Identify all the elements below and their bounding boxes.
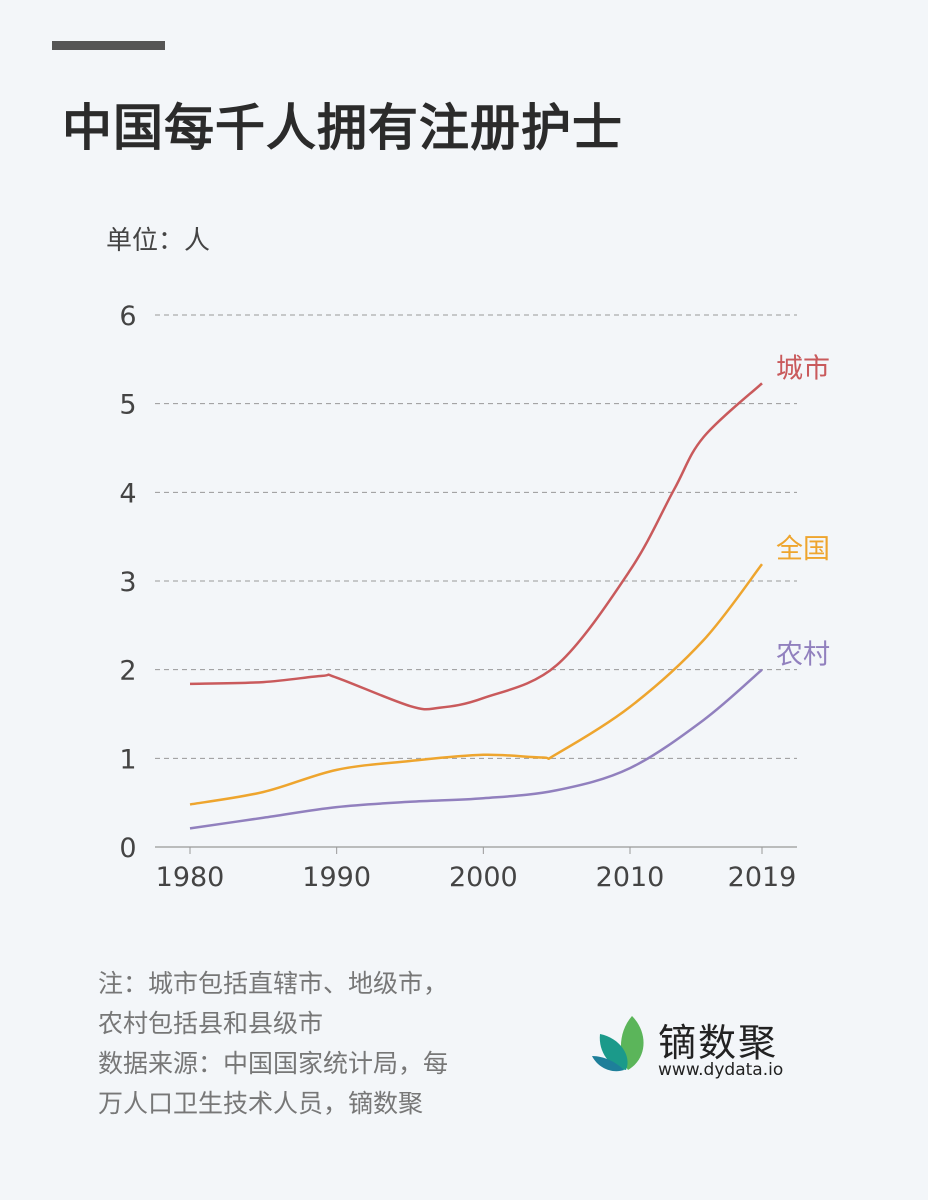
source-note: 注：城市包括直辖市、地级市， 农村包括县和县级市 数据来源：中国国家统计局，每 … — [98, 969, 449, 1118]
chart-title: 中国每千人拥有注册护士 — [62, 99, 623, 157]
series-line-1 — [189, 382, 763, 711]
logo-url: www.dydata.io — [658, 1060, 784, 1080]
x-tick-label: 1990 — [302, 862, 371, 893]
y-tick-label: 0 — [119, 833, 136, 864]
brand-logo: 镝数聚 www.dydata.io — [590, 1012, 800, 1082]
y-tick-label: 4 — [119, 478, 136, 509]
x-tick-label: 2000 — [449, 862, 518, 893]
logo-name: 镝数聚 — [658, 1021, 779, 1065]
y-tick-label: 5 — [119, 390, 136, 421]
x-tick-label: 2010 — [596, 862, 665, 893]
series-line-2 — [189, 563, 763, 806]
y-tick-label: 3 — [119, 567, 136, 598]
x-tick-label: 2019 — [728, 862, 797, 893]
series-label: 全国 — [776, 534, 830, 565]
title-accent-bar — [52, 41, 165, 50]
series-label: 农村 — [776, 640, 830, 671]
unit-label: 单位：人 — [106, 226, 211, 256]
series-label: 城市 — [776, 353, 830, 384]
y-tick-label: 6 — [119, 301, 136, 332]
y-tick-label: 2 — [119, 656, 136, 687]
series-line-3 — [189, 668, 763, 830]
y-tick-label: 1 — [119, 744, 136, 775]
x-tick-label: 1980 — [156, 862, 225, 893]
leaf-logo-icon — [592, 1016, 644, 1072]
